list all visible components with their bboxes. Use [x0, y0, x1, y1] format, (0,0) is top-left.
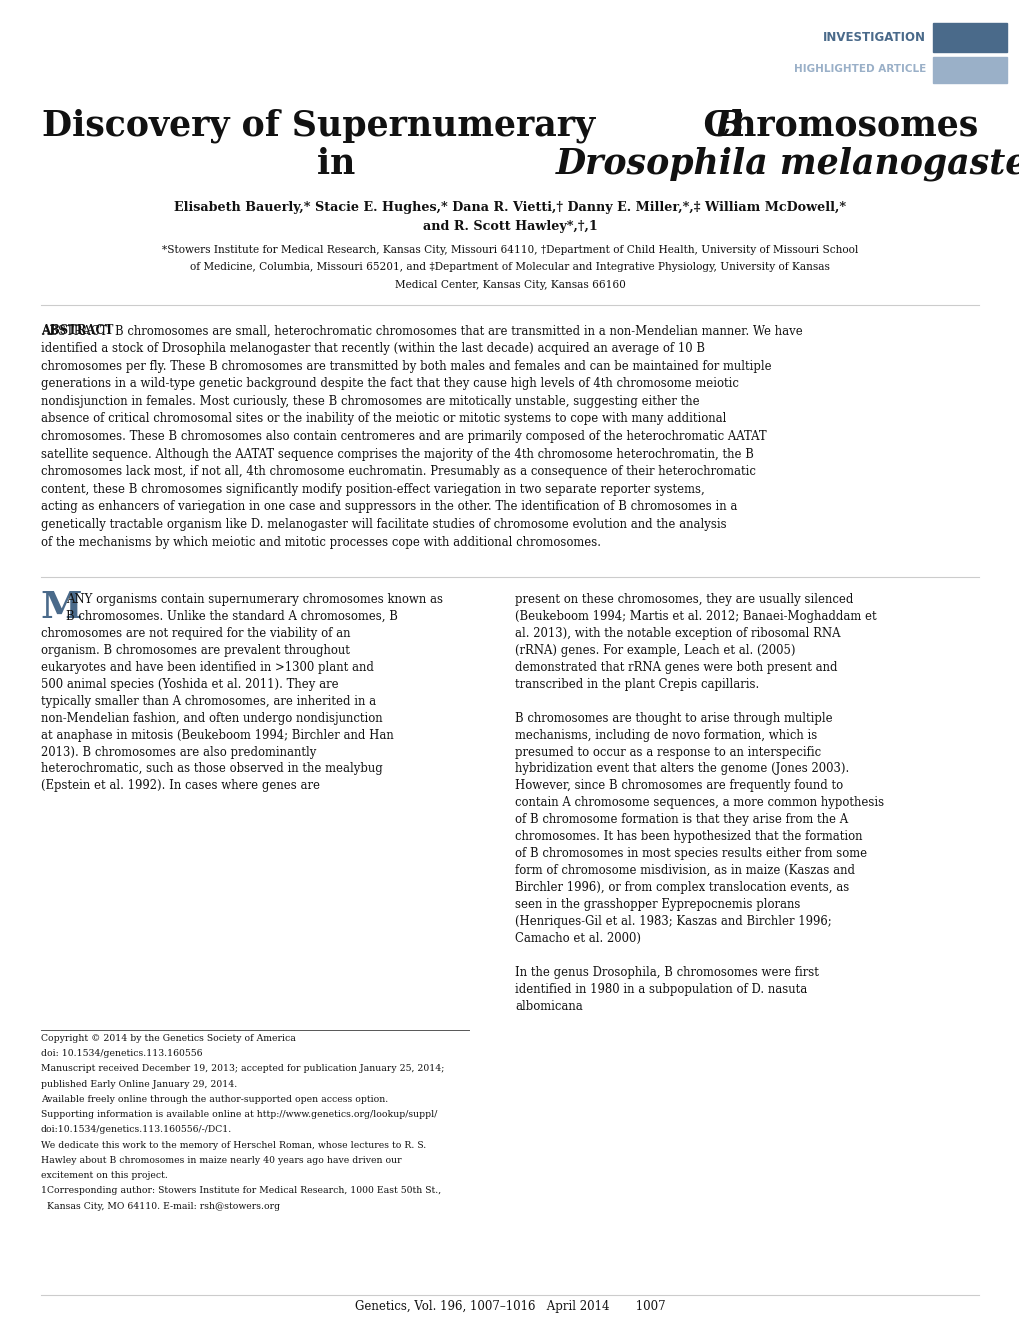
- Text: of B chromosomes in most species results either from some: of B chromosomes in most species results…: [515, 847, 866, 861]
- Text: (Beukeboom 1994; Martis et al. 2012; Banaei-Moghaddam et: (Beukeboom 1994; Martis et al. 2012; Ban…: [515, 610, 876, 624]
- Text: content, these B chromosomes significantly modify position-effect variegation in: content, these B chromosomes significant…: [41, 483, 704, 496]
- Text: Genetics, Vol. 196, 1007–1016   April 2014       1007: Genetics, Vol. 196, 1007–1016 April 2014…: [355, 1300, 664, 1313]
- Text: Elisabeth Bauerly,* Stacie E. Hughes,* Dana R. Vietti,† Danny E. Miller,*,‡ Will: Elisabeth Bauerly,* Stacie E. Hughes,* D…: [174, 201, 845, 214]
- Text: typically smaller than A chromosomes, are inherited in a: typically smaller than A chromosomes, ar…: [41, 695, 376, 708]
- Text: identified a stock of Drosophila melanogaster that recently (within the last dec: identified a stock of Drosophila melanog…: [41, 342, 704, 355]
- Text: doi:10.1534/genetics.113.160556/-/DC1.: doi:10.1534/genetics.113.160556/-/DC1.: [41, 1125, 232, 1135]
- Text: of the mechanisms by which meiotic and mitotic processes cope with additional ch: of the mechanisms by which meiotic and m…: [41, 536, 600, 548]
- Text: ABSTRACT  B chromosomes are small, heterochromatic chromosomes that are transmit: ABSTRACT B chromosomes are small, hetero…: [41, 324, 802, 338]
- Text: Discovery of Supernumerary              Chromosomes: Discovery of Supernumerary Chromosomes: [42, 109, 977, 143]
- Text: al. 2013), with the notable exception of ribosomal RNA: al. 2013), with the notable exception of…: [515, 626, 840, 639]
- Text: 2013). B chromosomes are also predominantly: 2013). B chromosomes are also predominan…: [41, 745, 316, 759]
- Text: Supporting information is available online at http://www.genetics.org/lookup/sup: Supporting information is available onli…: [41, 1110, 437, 1119]
- Text: Birchler 1996), or from complex translocation events, as: Birchler 1996), or from complex transloc…: [515, 882, 849, 894]
- Text: mechanisms, including de novo formation, which is: mechanisms, including de novo formation,…: [515, 728, 816, 741]
- Text: ANY organisms contain supernumerary chromosomes known as: ANY organisms contain supernumerary chro…: [66, 593, 443, 606]
- Text: heterochromatic, such as those observed in the mealybug: heterochromatic, such as those observed …: [41, 763, 382, 776]
- Text: (Epstein et al. 1992). In cases where genes are: (Epstein et al. 1992). In cases where ge…: [41, 780, 320, 793]
- Text: present on these chromosomes, they are usually silenced: present on these chromosomes, they are u…: [515, 593, 853, 606]
- Text: Available freely online through the author-supported open access option.: Available freely online through the auth…: [41, 1095, 387, 1104]
- Text: chromosomes. These B chromosomes also contain centromeres and are primarily comp: chromosomes. These B chromosomes also co…: [41, 430, 765, 444]
- Text: of B chromosome formation is that they arise from the A: of B chromosome formation is that they a…: [515, 813, 848, 826]
- Text: However, since B chromosomes are frequently found to: However, since B chromosomes are frequen…: [515, 780, 843, 793]
- Text: excitement on this project.: excitement on this project.: [41, 1172, 167, 1180]
- Text: organism. B chromosomes are prevalent throughout: organism. B chromosomes are prevalent th…: [41, 643, 350, 657]
- Text: B: B: [714, 109, 743, 143]
- Text: seen in the grasshopper Eyprepocnemis plorans: seen in the grasshopper Eyprepocnemis pl…: [515, 898, 800, 911]
- Text: demonstrated that rRNA genes were both present and: demonstrated that rRNA genes were both p…: [515, 661, 837, 674]
- Text: INVESTIGATION: INVESTIGATION: [822, 30, 925, 44]
- Text: 500 animal species (Yoshida et al. 2011). They are: 500 animal species (Yoshida et al. 2011)…: [41, 678, 338, 691]
- Bar: [932, 23, 1006, 52]
- Text: chromosomes. It has been hypothesized that the formation: chromosomes. It has been hypothesized th…: [515, 830, 862, 843]
- Text: Camacho et al. 2000): Camacho et al. 2000): [515, 932, 641, 945]
- Text: and R. Scott Hawley*,†,1: and R. Scott Hawley*,†,1: [422, 220, 597, 233]
- Text: In the genus Drosophila, B chromosomes were first: In the genus Drosophila, B chromosomes w…: [515, 967, 818, 978]
- Text: genetically tractable organism like D. melanogaster will facilitate studies of c: genetically tractable organism like D. m…: [41, 518, 726, 531]
- Text: identified in 1980 in a subpopulation of D. nasuta: identified in 1980 in a subpopulation of…: [515, 982, 807, 996]
- Text: Drosophila melanogaster: Drosophila melanogaster: [555, 147, 1019, 181]
- Text: Kansas City, MO 64110. E-mail: rsh@stowers.org: Kansas City, MO 64110. E-mail: rsh@stowe…: [41, 1202, 279, 1210]
- Text: absence of critical chromosomal sites or the inability of the meiotic or mitotic: absence of critical chromosomal sites or…: [41, 413, 726, 425]
- Text: Copyright © 2014 by the Genetics Society of America: Copyright © 2014 by the Genetics Society…: [41, 1034, 296, 1043]
- Text: ABSTRACT: ABSTRACT: [41, 324, 113, 338]
- Text: eukaryotes and have been identified in >1300 plant and: eukaryotes and have been identified in >…: [41, 661, 373, 674]
- Text: M: M: [41, 589, 83, 626]
- Text: in: in: [317, 147, 702, 181]
- Text: albomicana: albomicana: [515, 1000, 582, 1013]
- Text: *Stowers Institute for Medical Research, Kansas City, Missouri 64110, †Departmen: *Stowers Institute for Medical Research,…: [162, 245, 857, 256]
- Text: hybridization event that alters the genome (Jones 2003).: hybridization event that alters the geno…: [515, 763, 849, 776]
- Text: B chromosomes are thought to arise through multiple: B chromosomes are thought to arise throu…: [515, 712, 832, 724]
- Text: nondisjunction in females. Most curiously, these B chromosomes are mitotically u: nondisjunction in females. Most curiousl…: [41, 395, 699, 408]
- Text: satellite sequence. Although the AATAT sequence comprises the majority of the 4t: satellite sequence. Although the AATAT s…: [41, 448, 753, 461]
- Text: Manuscript received December 19, 2013; accepted for publication January 25, 2014: Manuscript received December 19, 2013; a…: [41, 1064, 443, 1074]
- Text: at anaphase in mitosis (Beukeboom 1994; Birchler and Han: at anaphase in mitosis (Beukeboom 1994; …: [41, 728, 393, 741]
- Bar: [932, 57, 1006, 83]
- Text: HIGHLIGHTED ARTICLE: HIGHLIGHTED ARTICLE: [793, 64, 925, 74]
- Text: 1Corresponding author: Stowers Institute for Medical Research, 1000 East 50th St: 1Corresponding author: Stowers Institute…: [41, 1186, 440, 1196]
- Text: non-Mendelian fashion, and often undergo nondisjunction: non-Mendelian fashion, and often undergo…: [41, 712, 382, 724]
- Text: generations in a wild-type genetic background despite the fact that they cause h: generations in a wild-type genetic backg…: [41, 377, 738, 391]
- Text: Hawley about B chromosomes in maize nearly 40 years ago have driven our: Hawley about B chromosomes in maize near…: [41, 1156, 401, 1165]
- Text: chromosomes are not required for the viability of an: chromosomes are not required for the via…: [41, 626, 350, 639]
- Text: published Early Online January 29, 2014.: published Early Online January 29, 2014.: [41, 1080, 236, 1088]
- Text: (rRNA) genes. For example, Leach et al. (2005): (rRNA) genes. For example, Leach et al. …: [515, 643, 795, 657]
- Text: We dedicate this work to the memory of Herschel Roman, whose lectures to R. S.: We dedicate this work to the memory of H…: [41, 1140, 426, 1149]
- Text: of Medicine, Columbia, Missouri 65201, and ‡Department of Molecular and Integrat: of Medicine, Columbia, Missouri 65201, a…: [190, 262, 829, 273]
- Text: transcribed in the plant Crepis capillaris.: transcribed in the plant Crepis capillar…: [515, 678, 758, 691]
- Text: Medical Center, Kansas City, Kansas 66160: Medical Center, Kansas City, Kansas 6616…: [394, 279, 625, 290]
- Text: chromosomes lack most, if not all, 4th chromosome euchromatin. Presumably as a c: chromosomes lack most, if not all, 4th c…: [41, 465, 755, 478]
- Text: acting as enhancers of variegation in one case and suppressors in the other. The: acting as enhancers of variegation in on…: [41, 500, 737, 514]
- Text: (Henriques-Gil et al. 1983; Kaszas and Birchler 1996;: (Henriques-Gil et al. 1983; Kaszas and B…: [515, 915, 830, 928]
- Text: presumed to occur as a response to an interspecific: presumed to occur as a response to an in…: [515, 745, 820, 759]
- Text: chromosomes per fly. These B chromosomes are transmitted by both males and femal: chromosomes per fly. These B chromosomes…: [41, 360, 770, 372]
- Text: contain A chromosome sequences, a more common hypothesis: contain A chromosome sequences, a more c…: [515, 796, 883, 809]
- Text: B chromosomes. Unlike the standard A chromosomes, B: B chromosomes. Unlike the standard A chr…: [66, 610, 397, 624]
- Text: doi: 10.1534/genetics.113.160556: doi: 10.1534/genetics.113.160556: [41, 1049, 202, 1058]
- Text: form of chromosome misdivision, as in maize (Kaszas and: form of chromosome misdivision, as in ma…: [515, 865, 854, 878]
